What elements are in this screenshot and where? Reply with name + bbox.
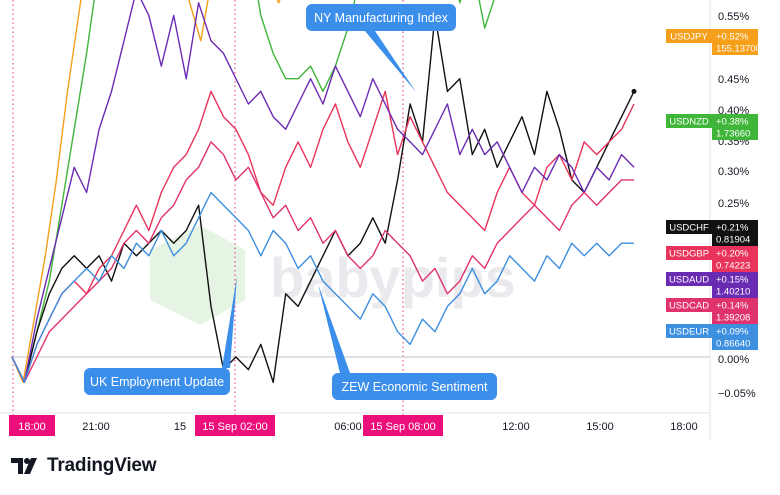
time-label-highlight	[363, 415, 443, 436]
badge-value-bg	[712, 324, 758, 350]
chart-svg: babypips NY Manufacturing Index UK Employ…	[0, 0, 761, 440]
badge-change: +0.09%	[716, 327, 749, 338]
badge-value-bg	[712, 272, 758, 298]
tradingview-logo[interactable]: TradingView	[11, 455, 157, 477]
badge-usdjpy: USDJPY +0.52%155.13700	[666, 29, 761, 55]
annotation-box	[332, 373, 497, 400]
badge-value-bg	[712, 298, 758, 324]
time-label-highlight	[9, 415, 55, 436]
badge-change: +0.21%	[716, 223, 749, 234]
badge-symbol: USDNZD	[669, 117, 709, 128]
event-marker-lines	[12, 0, 404, 415]
annotation-pointer	[365, 31, 416, 92]
badge-symbol-bg	[666, 298, 712, 312]
y-tick-label: 0.00%	[718, 354, 749, 366]
x-tick-label: 15:00	[586, 421, 614, 433]
badge-change: +0.52%	[716, 32, 749, 43]
x-tick-label: 15	[174, 421, 186, 433]
badge-symbol: USDGBP	[669, 249, 709, 260]
watermark-text: babypips	[270, 246, 516, 309]
badge-symbol: USDCHF	[669, 223, 709, 234]
badge-symbol-bg	[666, 272, 712, 286]
badge-usdgbp: USDGBP +0.20%0.74223	[666, 246, 758, 272]
tradingview-icon	[11, 458, 37, 474]
badge-value-bg	[712, 246, 758, 272]
badge-price: 0.74223	[716, 261, 750, 272]
annotation-text: UK Employment Update	[90, 375, 224, 389]
badge-symbol-bg	[666, 246, 712, 260]
time-axis: 18:00 21:00 15 15 Sep 02:00 06:00 15 Sep 08:0…	[0, 412, 710, 436]
annotation-callout[interactable]: NY Manufacturing Index	[306, 4, 456, 92]
badge-usdeur: USDEUR +0.09%0.86640	[666, 324, 758, 350]
annotation-callout[interactable]: ZEW Economic Sentiment	[318, 284, 497, 400]
badge-price: 0.86640	[716, 339, 750, 350]
series-line-usdgbp	[11, 90, 635, 383]
badge-usdcad: USDCAD +0.14%1.39208	[666, 298, 758, 324]
badge-symbol-bg	[666, 324, 712, 338]
x-tick-label: 18:00	[670, 421, 698, 433]
y-tick-label: 0.45%	[718, 74, 749, 86]
badge-usdaud: USDAUD +0.15%1.40210	[666, 272, 758, 298]
badge-price: 0.81904	[716, 235, 750, 246]
badge-symbol: USDCAD	[669, 301, 709, 312]
series-lines	[11, 0, 637, 383]
series-badges: USDJPY +0.52%155.13700 USDNZD +0.38%1.73660…	[666, 29, 761, 350]
annotation-pointer	[318, 284, 350, 373]
annotation-text: ZEW Economic Sentiment	[342, 380, 488, 394]
badge-value-bg	[712, 220, 758, 246]
annotation-box	[306, 4, 456, 31]
event-annotations: NY Manufacturing Index UK Employment Upda…	[84, 4, 497, 400]
annotation-box	[84, 368, 230, 395]
series-line-usdchf	[11, 14, 635, 383]
y-tick-label: −0.05%	[718, 388, 756, 400]
badge-value-bg	[712, 29, 758, 55]
annotation-text: NY Manufacturing Index	[314, 11, 449, 25]
badge-symbol: USDJPY	[670, 32, 708, 43]
badge-change: +0.14%	[716, 301, 749, 312]
series-line-usdnzd	[11, 0, 495, 383]
x-tick-label: 06:00	[334, 421, 362, 433]
badge-price: 1.40210	[716, 287, 750, 298]
badge-symbol: USDEUR	[669, 327, 709, 338]
brand-name: TradingView	[47, 455, 157, 476]
badge-price: 1.39208	[716, 313, 750, 324]
last-value-dot	[631, 88, 637, 94]
badge-price: 1.73660	[716, 129, 750, 140]
badge-symbol-bg	[666, 29, 712, 43]
x-tick-label: 15 Sep 08:00	[370, 421, 435, 433]
y-tick-label: 0.30%	[718, 166, 749, 178]
x-tick-label: 12:00	[502, 421, 530, 433]
badge-symbol-bg	[666, 114, 712, 128]
time-label-highlight	[195, 415, 275, 436]
y-tick-label: 0.25%	[718, 198, 749, 210]
watermark-logo-icon	[150, 225, 245, 325]
watermark: babypips	[150, 225, 516, 325]
badge-change: +0.15%	[716, 275, 749, 286]
badge-price: 155.13700	[716, 44, 761, 55]
badge-usdchf: USDCHF +0.21%0.81904	[666, 220, 758, 246]
y-tick-label: 0.55%	[718, 11, 749, 23]
x-tick-label: 21:00	[82, 421, 110, 433]
badge-symbol-bg	[666, 220, 712, 234]
x-tick-label: 18:00	[18, 421, 46, 433]
x-tick-label: 15 Sep 02:00	[202, 421, 267, 433]
badge-usdnzd: USDNZD +0.38%1.73660	[666, 114, 758, 140]
series-line-usdaud	[11, 0, 635, 383]
badge-value-bg	[712, 114, 758, 140]
annotation-pointer	[222, 276, 237, 368]
badge-symbol: USDAUD	[669, 275, 709, 286]
series-line-usdjpy	[11, 0, 281, 383]
badge-change: +0.38%	[716, 117, 749, 128]
annotation-callout[interactable]: UK Employment Update	[84, 276, 237, 395]
badge-change: +0.20%	[716, 249, 749, 260]
series-line-usdeur	[11, 191, 634, 383]
